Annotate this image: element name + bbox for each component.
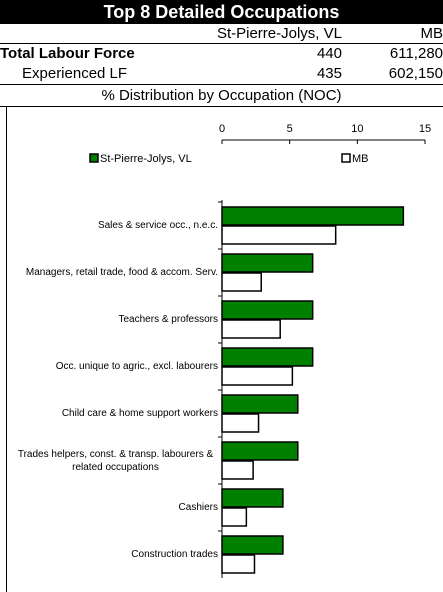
bar <box>221 272 262 292</box>
cell: 435 <box>316 65 342 82</box>
bar <box>221 225 337 245</box>
bar <box>221 319 281 339</box>
bar <box>221 394 299 414</box>
category-label: Construction trades <box>131 549 218 560</box>
bar <box>221 347 314 367</box>
bar <box>221 507 248 527</box>
bar <box>221 535 284 555</box>
row-label: Experienced LF <box>22 65 128 82</box>
category-label: Child care & home support workers <box>61 408 218 419</box>
category-label: Managers, retail trade, food & accom. Se… <box>25 267 218 278</box>
bar <box>221 554 256 574</box>
legend-swatch <box>341 153 351 163</box>
bar <box>221 413 260 433</box>
table-row: Experienced LF 435 602,150 <box>0 64 443 85</box>
category-label-box: Construction trades <box>10 531 218 578</box>
bar <box>221 488 284 508</box>
legend-swatch <box>89 153 99 163</box>
column-header: MB <box>420 25 443 42</box>
bar <box>221 441 299 461</box>
x-tick-label: 10 <box>351 123 363 135</box>
header-row: St-Pierre-Jolys, VL MB <box>0 24 443 44</box>
bar <box>221 366 294 386</box>
bar <box>221 300 314 320</box>
category-label-box: Sales & service occ., n.e.c. <box>10 202 218 249</box>
table-row: Total Labour Force 440 611,280 <box>0 44 443 64</box>
category-label: Cashiers <box>178 502 218 513</box>
x-tick-label: 15 <box>419 123 431 135</box>
category-label: Sales & service occ., n.e.c. <box>97 220 218 231</box>
legend-label: St-Pierre-Jolys, VL <box>100 153 192 165</box>
category-label-box: Teachers & professors <box>10 296 219 343</box>
x-tick-label: 5 <box>287 123 293 135</box>
bar <box>221 253 314 273</box>
cell: 611,280 <box>389 45 443 62</box>
category-label-box: Managers, retail trade, food & accom. Se… <box>10 249 218 296</box>
legend-label: MB <box>352 153 369 165</box>
cell: 602,150 <box>388 65 443 82</box>
category-label-box: Child care & home support workers <box>10 390 218 437</box>
category-label-box: Trades helpers, const. & transp. laboure… <box>10 437 218 484</box>
x-tick-label: 0 <box>219 123 225 135</box>
bar <box>221 206 405 226</box>
category-label: Occ. unique to agric., excl. labourers <box>55 361 218 372</box>
title: Top 8 Detailed Occupations <box>0 0 443 24</box>
category-label-box: Cashiers <box>10 484 218 531</box>
cell: 440 <box>316 45 342 62</box>
bar <box>221 460 254 480</box>
row-label: Total Labour Force <box>0 45 135 62</box>
category-label-box: Occ. unique to agric., excl. labourers <box>10 343 218 390</box>
subtitle: % Distribution by Occupation (NOC) <box>0 85 443 107</box>
category-label: Teachers & professors <box>118 314 219 325</box>
category-label: Trades helpers, const. & transp. laboure… <box>17 448 214 473</box>
column-header: St-Pierre-Jolys, VL <box>216 25 342 42</box>
